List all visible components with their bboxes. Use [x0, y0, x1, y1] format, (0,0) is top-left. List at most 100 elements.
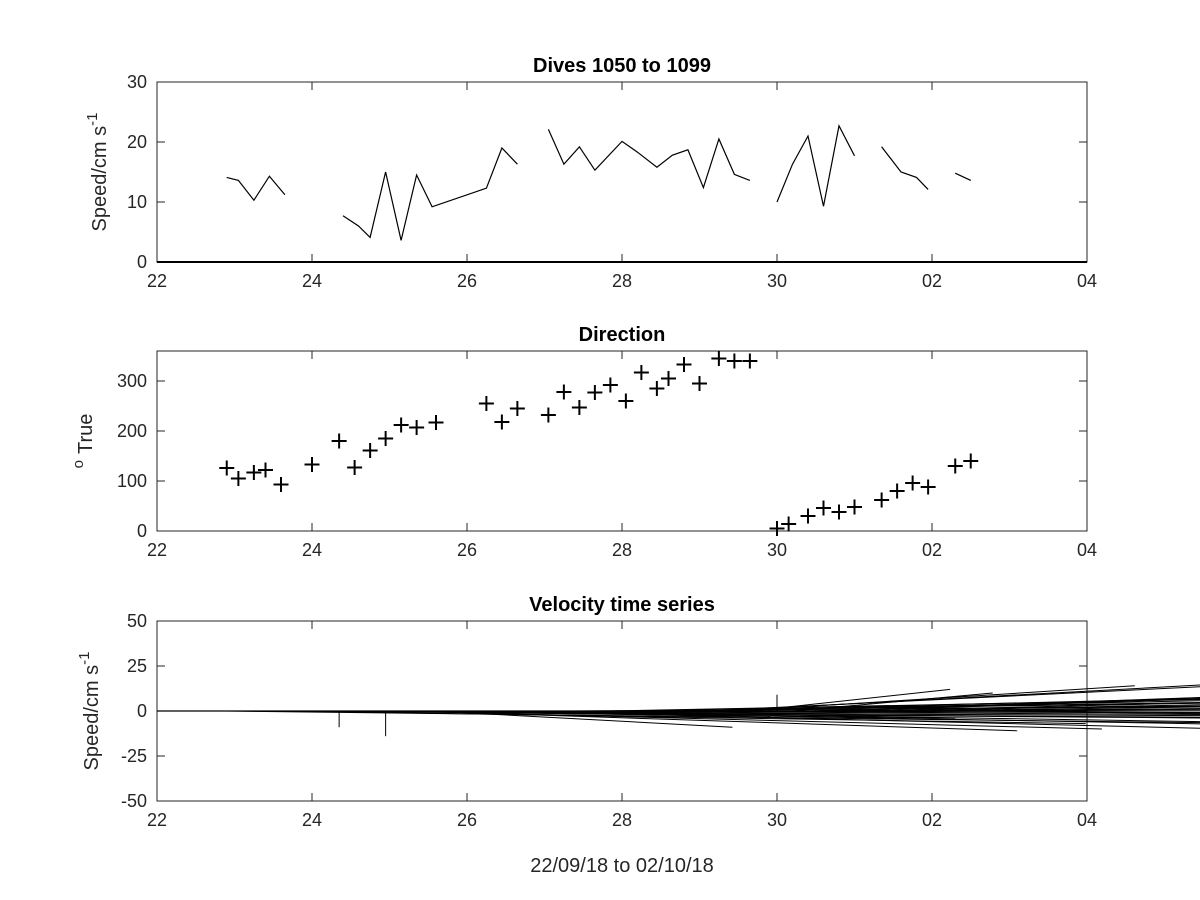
velocity-panel-ylabel-sup: -1 — [76, 652, 93, 665]
velocity-panel-xtick-label: 04 — [1077, 810, 1097, 830]
speed-panel-ytick-label: 30 — [127, 72, 147, 92]
speed-series-line — [881, 146, 929, 190]
velocity-panel-xtick-label: 28 — [612, 810, 632, 830]
direction-point — [304, 457, 320, 472]
direction-point — [618, 393, 634, 409]
velocity-vector — [517, 710, 1200, 723]
velocity-vector — [990, 710, 1200, 715]
direction-panel-ylabel-text: True — [75, 414, 97, 454]
direction-point — [874, 492, 890, 508]
direction-point — [905, 475, 921, 491]
speed-panel: Dives 1050 to 1099 Speed/cm s-1 22 24 26 28… — [84, 55, 1097, 291]
direction-point — [847, 499, 862, 515]
velocity-panel-xtick-label: 24 — [302, 810, 322, 830]
velocity-panel-ticks: 22 24 26 28 30 02 04 50 25 0 -25 -50 — [121, 611, 1097, 830]
velocity-panel-ytick-label: 25 — [127, 656, 147, 676]
direction-point — [587, 385, 603, 400]
velocity-panel-xlabel: 22/09/18 to 02/10/18 — [530, 855, 714, 877]
direction-panel-ytick-label: 0 — [137, 521, 147, 541]
direction-point — [633, 365, 649, 380]
speed-series-line — [547, 129, 751, 190]
direction-point — [273, 477, 289, 492]
direction-point — [602, 377, 618, 393]
speed-panel-ylabel-sup: -1 — [84, 113, 101, 126]
velocity-panel-ytick-label: 0 — [137, 701, 147, 721]
velocity-vector — [928, 709, 1200, 712]
speed-series-line — [342, 146, 518, 241]
speed-panel-xtick-label: 28 — [612, 271, 632, 291]
velocity-vector — [900, 706, 1200, 712]
direction-point — [393, 417, 409, 433]
direction-point — [711, 351, 727, 366]
speed-panel-ylabel: Speed/cm s-1 — [84, 113, 111, 232]
speed-panel-xtick-label: 02 — [922, 271, 942, 291]
direction-panel: Direction o True 22 24 26 28 30 02 04 0 100 200 300 — [70, 324, 1097, 560]
direction-point — [889, 483, 905, 499]
direction-point — [494, 414, 510, 430]
velocity-vector — [416, 710, 1018, 732]
speed-panel-title: Dives 1050 to 1099 — [533, 55, 711, 77]
velocity-vector — [284, 710, 1086, 725]
direction-point — [947, 458, 963, 474]
velocity-vector — [432, 710, 733, 728]
speed-panel-lines — [157, 123, 1087, 263]
direction-point — [676, 357, 692, 372]
direction-point — [963, 453, 979, 469]
direction-point — [478, 396, 494, 411]
velocity-panel-xtick-label: 02 — [922, 810, 942, 830]
direction-point — [831, 504, 847, 520]
speed-panel-xtick-label: 24 — [302, 271, 322, 291]
direction-point — [347, 460, 363, 475]
velocity-vector — [792, 692, 993, 712]
direction-point — [258, 462, 273, 478]
direction-point — [378, 431, 394, 446]
velocity-vector — [610, 699, 1200, 712]
speed-panel-ytick-label: 20 — [127, 132, 147, 152]
direction-panel-xtick-label: 22 — [147, 540, 167, 560]
direction-panel-title: Direction — [579, 324, 666, 346]
direction-panel-ylabel: o True — [70, 414, 97, 469]
velocity-vector — [823, 696, 1200, 712]
direction-point — [781, 516, 797, 532]
direction-point — [816, 500, 831, 516]
velocity-panel-xtick-label: 26 — [457, 810, 477, 830]
speed-series-line — [226, 175, 286, 202]
speed-panel-ylabel-text: Speed/cm s — [89, 126, 111, 232]
direction-point — [540, 407, 556, 423]
velocity-panel: Velocity time series Speed/cm s-1 22 24 26… — [76, 594, 1200, 877]
direction-point — [726, 353, 742, 369]
direction-point — [362, 443, 378, 458]
direction-panel-ytick-label: 100 — [117, 471, 147, 491]
velocity-panel-ytick-label: -25 — [121, 746, 147, 766]
velocity-panel-ylabel-text: Speed/cm s — [81, 665, 103, 771]
direction-point — [920, 479, 936, 495]
velocity-vector — [672, 700, 1200, 712]
direction-point — [219, 460, 235, 476]
direction-point — [428, 415, 444, 430]
direction-point — [509, 401, 525, 416]
direction-panel-points — [219, 351, 979, 536]
speed-series-line — [776, 123, 856, 207]
velocity-panel-title: Velocity time series — [529, 594, 715, 616]
speed-panel-xtick-label: 04 — [1077, 271, 1097, 291]
velocity-panel-ytick-label: 50 — [127, 611, 147, 631]
velocity-vector — [881, 704, 1200, 712]
direction-panel-axes-frame — [156, 350, 1088, 532]
direction-panel-ylabel-degree: o — [70, 460, 87, 468]
velocity-vector — [656, 702, 1200, 712]
direction-panel-xtick-label: 26 — [457, 540, 477, 560]
direction-panel-xtick-label: 24 — [302, 540, 322, 560]
direction-point — [409, 420, 425, 435]
direction-point — [331, 433, 347, 449]
direction-panel-ytick-label: 200 — [117, 421, 147, 441]
velocity-vector — [838, 698, 1200, 712]
direction-point — [571, 400, 587, 415]
velocity-panel-ytick-label: -50 — [121, 791, 147, 811]
velocity-panel-ylabel: Speed/cm s-1 — [76, 652, 103, 771]
direction-point — [742, 353, 758, 369]
speed-panel-ytick-label: 0 — [137, 252, 147, 272]
speed-panel-xtick-label: 26 — [457, 271, 477, 291]
velocity-vector — [548, 710, 1200, 715]
direction-point — [246, 465, 262, 480]
